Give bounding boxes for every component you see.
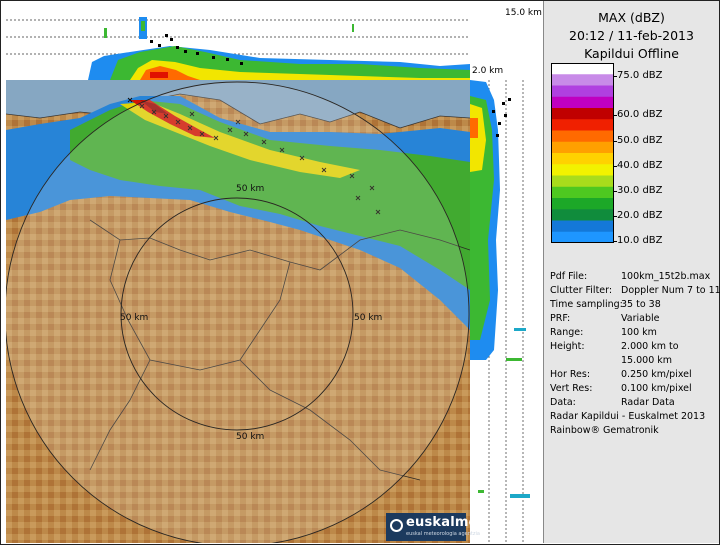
scale-label-75: 75.0 dBZ — [613, 70, 663, 81]
product-title: MAX (dBZ) — [598, 10, 665, 25]
scale-swatch — [551, 96, 614, 109]
scale-label-30: 30.0 dBZ — [613, 185, 663, 196]
meta-value-data: Radar Data — [621, 397, 675, 408]
meta-value-hor-res: 0.250 km/pixel — [621, 369, 692, 380]
range-ring-50km — [120, 197, 354, 431]
range-ring-100km — [6, 81, 470, 543]
meta-value-height: 2.000 km to — [621, 341, 679, 352]
meta-value-time-sampling: 35 to 38 — [621, 299, 661, 310]
radar-plot — [6, 1, 543, 543]
meta-key-prf: PRF: — [550, 313, 571, 324]
sea-area — [6, 80, 470, 128]
top-height-label: 15.0 km — [505, 8, 542, 18]
scale-swatch — [551, 108, 614, 120]
meta-key-pdf-file: Pdf File: — [550, 271, 588, 282]
scale-label-20: 20.0 dBZ — [613, 210, 663, 221]
scale-swatch — [551, 153, 614, 165]
meta-value-pdf-file: 100km_15t2b.max — [621, 271, 711, 282]
meta-value-clutter-filter: Doppler Num 7 to 11 — [621, 285, 720, 296]
scale-swatch — [551, 186, 614, 199]
meta-value-prf: Variable — [621, 313, 660, 324]
credit-software: Rainbow® Gematronik — [550, 425, 659, 436]
section-echo-yellow — [130, 60, 470, 80]
range-label-top: 50 km — [236, 184, 265, 194]
scale-swatch — [551, 220, 614, 233]
scale-swatch — [551, 209, 614, 221]
meta-key-time-sampling: Time sampling: — [550, 299, 623, 310]
scale-swatch — [551, 231, 614, 243]
echo-green-area — [70, 100, 470, 290]
coastline — [6, 93, 470, 129]
meta-value-vert-res: 0.100 km/pixel — [621, 383, 692, 394]
scale-label-60: 60.0 dBZ — [613, 109, 663, 120]
top-cross-section — [6, 1, 470, 80]
product-datetime: 20:12 / 11-feb-2013 — [569, 28, 694, 43]
credit-radar: Radar Kapildui - Euskalmet 2013 — [550, 411, 706, 422]
meta-key-range: Range: — [550, 327, 584, 338]
radar-status: Kapildui Offline — [584, 46, 679, 61]
euskalmet-logo: euskalmet euskal meteorologia agentzia — [386, 513, 484, 541]
scale-label-10: 10.0 dBZ — [613, 235, 663, 246]
scale-swatch — [551, 63, 614, 75]
meta-key-clutter-filter: Clutter Filter: — [550, 285, 613, 296]
scale-swatch — [551, 141, 614, 154]
logo-swirl-icon — [390, 519, 403, 532]
scale-swatch — [551, 85, 614, 98]
scale-swatch — [551, 198, 614, 210]
logo-subtitle: euskal meteorologia agentzia — [406, 531, 480, 537]
scale-swatch — [551, 119, 614, 131]
range-label-bottom: 50 km — [236, 432, 265, 442]
meta-key-data: Data: — [550, 397, 576, 408]
scale-swatch — [551, 164, 614, 176]
bottom-height-label: 2.0 km — [472, 66, 504, 76]
scale-label-40: 40.0 dBZ — [613, 160, 663, 171]
meta-key-hor-res: Hor Res: — [550, 369, 591, 380]
lightning-strikes — [127, 97, 381, 215]
meta-value-range: 100 km — [621, 327, 657, 338]
color-scale — [551, 63, 614, 243]
scale-label-50: 50.0 dBZ — [613, 135, 663, 146]
meta-value-height-cont: 15.000 km — [621, 355, 673, 366]
scale-swatch — [551, 74, 614, 86]
range-label-left: 50 km — [120, 313, 149, 323]
scale-swatch — [551, 130, 614, 143]
disc-overlay — [6, 82, 469, 543]
logo-name: euskalmet — [406, 515, 485, 530]
scale-swatch — [551, 175, 614, 188]
meta-key-height: Height: — [550, 341, 585, 352]
borders — [89, 219, 470, 481]
info-panel: MAX (dBZ) 20:12 / 11-feb-2013 Kapildui O… — [543, 1, 720, 543]
meta-key-vert-res: Vert Res: — [550, 383, 593, 394]
echo-red-core — [130, 100, 215, 138]
range-label-right: 50 km — [354, 313, 383, 323]
right-cross-section — [470, 1, 543, 543]
